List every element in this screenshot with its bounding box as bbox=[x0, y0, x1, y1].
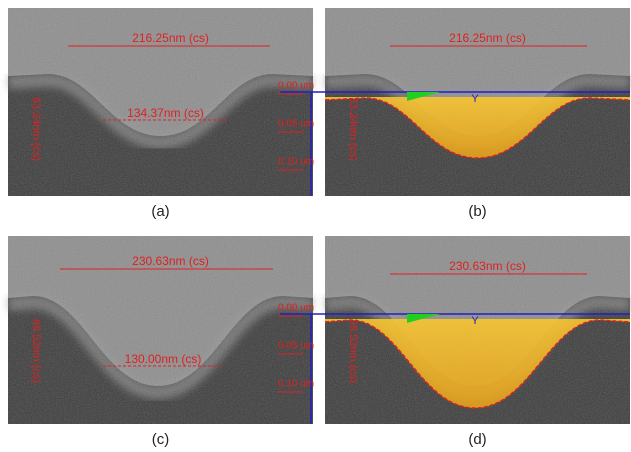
sem-panel: 230.63nm (cs) 66.52nm (cs) 130.00nm (cs) bbox=[8, 236, 313, 424]
bottom-width-label: 134.37nm (cs) bbox=[127, 106, 204, 120]
scale-label: 0.00 um bbox=[278, 81, 314, 92]
scale-label: 0.10 um bbox=[278, 157, 314, 168]
sem-panel: 216.25nm (cs) 63.24nm (cs) 134.37nm (cs) bbox=[8, 8, 313, 196]
top-width-label: 216.25nm (cs) bbox=[449, 31, 526, 45]
axis-label: Y bbox=[471, 93, 479, 105]
depth-label: 66.52nm (cs) bbox=[347, 319, 359, 383]
panel-caption: (b) bbox=[468, 203, 486, 220]
scale-label: 0.00 um bbox=[278, 303, 314, 314]
top-width-label: 216.25nm (cs) bbox=[132, 31, 209, 45]
scale-label: 0.05 um bbox=[278, 341, 314, 352]
panel-caption: (d) bbox=[468, 431, 486, 448]
axis-label: Y bbox=[471, 315, 479, 327]
top-width-label: 230.63nm (cs) bbox=[449, 259, 526, 273]
scale-label: 0.05 um bbox=[278, 119, 314, 130]
panel-caption: (c) bbox=[152, 431, 170, 448]
sem-panel: 230.63nm (cs) 66.52nm (cs) Y 0.00 um 0.05 um… bbox=[278, 236, 630, 424]
depth-label: 63.24nm (cs) bbox=[347, 97, 359, 161]
scale-label: 0.10 um bbox=[278, 379, 314, 390]
sem-panel: 216.25nm (cs) 63.24nm (cs) Y 0.00 um 0.05 um… bbox=[278, 8, 630, 196]
panel-caption: (a) bbox=[151, 203, 169, 220]
depth-label: 63.24nm (cs) bbox=[30, 97, 42, 161]
bottom-width-label: 130.00nm (cs) bbox=[125, 352, 202, 366]
top-width-label: 230.63nm (cs) bbox=[132, 254, 209, 268]
figure: 216.25nm (cs) 63.24nm (cs) 134.37nm (cs) (a… bbox=[0, 0, 631, 452]
depth-label: 66.52nm (cs) bbox=[30, 319, 42, 383]
